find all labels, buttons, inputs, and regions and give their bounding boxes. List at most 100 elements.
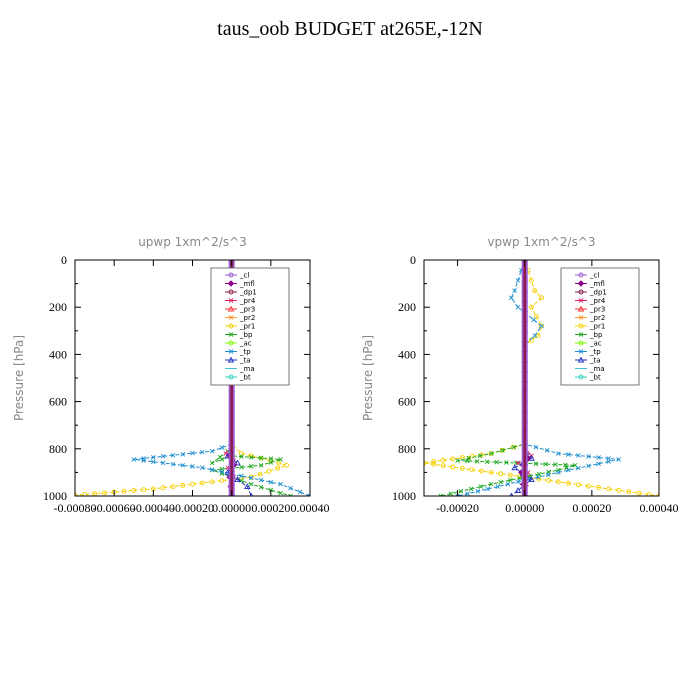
y-tick-label: 800: [398, 442, 416, 456]
legend-label: _bp: [239, 331, 253, 339]
series-point_bp: [455, 458, 460, 463]
legend-label: _bt: [589, 374, 601, 382]
series-point_tp: [586, 463, 591, 469]
series-point_pr1: [498, 471, 504, 477]
series-point_pr1: [160, 485, 166, 491]
series-point_pr1: [266, 468, 272, 474]
series-point_bp: [248, 463, 254, 469]
series-point_pr1: [450, 456, 456, 462]
series-point_pr1: [239, 451, 244, 456]
legend-label: _pr4: [239, 297, 256, 305]
legend-entry: _pr3: [225, 306, 255, 314]
series-point_pr1: [424, 460, 427, 466]
legend-marker: [578, 332, 584, 337]
series-point_pr1: [141, 487, 146, 493]
legend-label: _ac: [589, 340, 602, 348]
legend-marker: [227, 305, 235, 312]
legend-entry: _ta: [225, 357, 251, 365]
series-point_bp: [508, 477, 513, 483]
series-point_pr1: [479, 468, 485, 474]
series-point_pr1: [75, 492, 78, 496]
series-point_bp: [488, 451, 494, 456]
series-point_bp: [484, 459, 490, 465]
series-point_pr1: [539, 323, 544, 329]
series-point_tp: [199, 465, 205, 470]
series-point_bp: [498, 479, 504, 485]
series-point_pr1: [511, 444, 516, 450]
series-point_tp: [505, 481, 511, 487]
series-point_tp: [586, 454, 591, 459]
legend-entry: _dp1: [575, 289, 607, 297]
series-point_tp: [209, 448, 215, 454]
y-tick-label: 1000: [43, 489, 67, 503]
series-point_tp: [297, 489, 303, 495]
series-point_tp: [532, 333, 538, 338]
series-point_bp: [500, 448, 505, 453]
series-point_tp: [596, 461, 601, 467]
series-point_tp: [288, 485, 293, 491]
series-point_tp: [239, 473, 244, 479]
legend-label: _ta: [589, 357, 601, 365]
series-point_pr1: [257, 471, 263, 477]
series-point_pr1: [499, 447, 505, 453]
series-point_pr1: [450, 464, 456, 470]
y-tick-label: 600: [49, 395, 67, 409]
series-point_pr1: [459, 465, 465, 471]
series-point_pr1: [546, 478, 552, 483]
series-point_tp: [475, 488, 481, 494]
series-point_bp: [533, 461, 539, 467]
series-point_bp: [543, 461, 549, 467]
series-point_ta: [528, 476, 535, 482]
series-point_tp: [131, 457, 137, 462]
legend-label: _ma: [589, 365, 605, 373]
series-point_pr1: [488, 469, 494, 475]
legend-entry: _pr1: [225, 323, 255, 331]
series-point_pr1: [528, 278, 534, 283]
x-tick-label: 0.00000: [505, 501, 544, 515]
series-point_bp: [258, 463, 264, 468]
series-point_tp: [248, 475, 254, 481]
series-point_tp: [576, 465, 581, 471]
series-point_bp: [468, 486, 474, 492]
series-point_tp: [566, 452, 571, 457]
legend-entry: _bp: [225, 331, 253, 339]
legend-marker: [228, 315, 234, 320]
series-point_tp: [539, 323, 544, 329]
series-point_tp: [455, 493, 460, 496]
series-point_pr1: [555, 479, 561, 485]
legend-label: _ta: [239, 357, 251, 365]
series-point_tp: [533, 444, 539, 450]
series-point_bp: [268, 456, 274, 462]
legend-label: _cl: [239, 272, 249, 280]
plot-title: vpwp 1xm^2/s^3: [487, 235, 595, 249]
series-point_pr1: [532, 288, 538, 294]
series-point_pr1: [469, 467, 475, 473]
series-point_bp: [239, 454, 244, 459]
legend-entry: _tp: [225, 348, 251, 356]
series-point_tp: [576, 453, 581, 458]
series-point_tp: [151, 455, 156, 460]
series-point_pr1: [284, 462, 289, 468]
series-point_pr1: [575, 482, 581, 488]
series-point_bp: [248, 454, 254, 460]
series-point_bp: [517, 475, 523, 481]
series-point_bp: [474, 459, 480, 464]
legend-entry: _ta: [575, 357, 601, 365]
series-point_bp: [504, 460, 509, 465]
legend-entry: _tp: [575, 348, 601, 356]
series-point_pr1: [431, 461, 437, 467]
series-point_bp: [488, 481, 494, 487]
x-tick-label: 0.00040: [291, 501, 330, 515]
legend-label: _tp: [239, 348, 251, 356]
series-point_pr1: [275, 465, 281, 471]
legend-entry: _cl: [575, 272, 599, 280]
legend-marker: [227, 356, 235, 363]
y-tick-label: 0: [61, 253, 67, 267]
series-point_tp: [199, 449, 205, 455]
series-point_pr1: [616, 487, 622, 493]
series-point_ta: [234, 476, 241, 482]
legend-label: _pr2: [239, 314, 255, 322]
series-point_pr1: [636, 490, 642, 496]
legend-box: [210, 267, 290, 386]
